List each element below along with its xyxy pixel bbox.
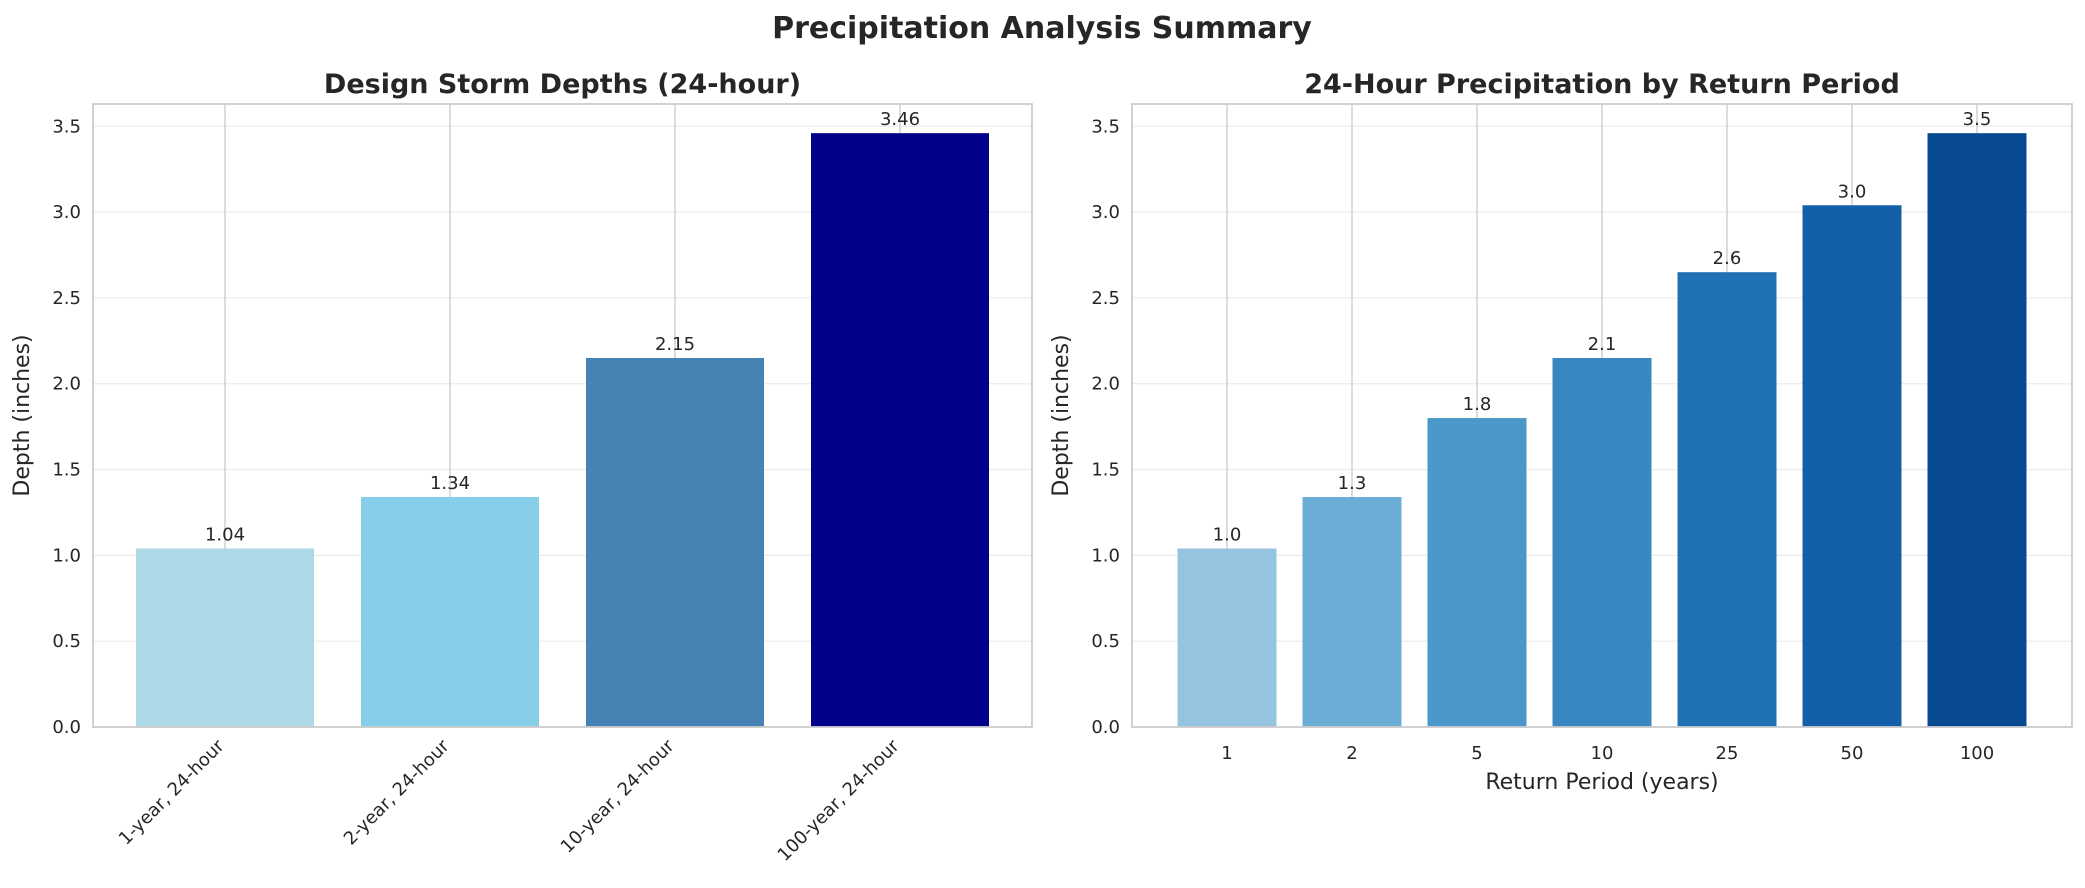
bar xyxy=(361,497,539,727)
bar xyxy=(1552,358,1652,727)
bar xyxy=(1427,418,1527,727)
y-tick-label: 3.0 xyxy=(1091,202,1120,223)
bar-value-label: 3.5 xyxy=(1963,109,1992,130)
bar-value-label: 3.0 xyxy=(1838,181,1867,202)
bar-value-label: 1.04 xyxy=(205,525,245,546)
y-tick-label: 3.5 xyxy=(52,116,81,137)
y-tick-label: 0.0 xyxy=(1091,717,1120,738)
bar xyxy=(1302,497,1402,727)
bar xyxy=(1177,548,1277,727)
bar-value-label: 2.6 xyxy=(1713,248,1742,269)
bar xyxy=(136,548,314,727)
y-tick-label: 1.5 xyxy=(1091,460,1120,481)
x-tick-label: 100 xyxy=(1960,743,1994,764)
bar xyxy=(811,133,989,727)
x-tick-label: 1-year, 24-hour xyxy=(115,735,229,849)
x-axis-label: Return Period (years) xyxy=(1485,770,1718,795)
y-axis-label: Depth (inches) xyxy=(1049,334,1074,496)
x-tick-label: 25 xyxy=(1716,743,1739,764)
bar-value-label: 2.15 xyxy=(655,334,695,355)
x-tick-label: 50 xyxy=(1841,743,1864,764)
y-tick-label: 1.0 xyxy=(52,545,81,566)
design-storm-depths-chart: 1.04 1.34 2.15 3.46 0.0 0.5 1.0 1.5 2.0 2.5 3.0 3.5… xyxy=(10,69,1033,866)
bar-value-label: 2.1 xyxy=(1588,334,1617,355)
return-period-chart: 1.0 1.3 1.8 2.1 2.6 3.0 3.5 0.0 0.5 1.0 1.5 2.0 2.5 3… xyxy=(1049,69,2073,795)
chart-title: Design Storm Depths (24-hour) xyxy=(324,69,801,100)
bar xyxy=(1927,133,2027,727)
x-tick-label: 100-year, 24-hour xyxy=(774,735,904,865)
x-tick-label: 10-year, 24-hour xyxy=(557,735,679,857)
y-tick-label: 2.5 xyxy=(1091,288,1120,309)
y-tick-label: 1.0 xyxy=(1091,545,1120,566)
bar-value-label: 1.8 xyxy=(1463,394,1492,415)
y-tick-label: 2.5 xyxy=(52,288,81,309)
bar xyxy=(1802,205,1902,727)
x-tick-label: 2 xyxy=(1346,743,1357,764)
chart-title: 24-Hour Precipitation by Return Period xyxy=(1304,69,1900,100)
bar-value-label: 1.34 xyxy=(430,473,470,494)
x-tick-label: 10 xyxy=(1591,743,1614,764)
x-tick-label: 5 xyxy=(1471,743,1482,764)
y-tick-label: 1.5 xyxy=(52,460,81,481)
y-tick-label: 3.0 xyxy=(52,202,81,223)
y-tick-label: 0.5 xyxy=(1091,631,1120,652)
y-tick-label: 2.0 xyxy=(52,374,81,395)
x-tick-label: 2-year, 24-hour xyxy=(340,735,454,849)
x-tick-label: 1 xyxy=(1221,743,1232,764)
y-tick-label: 2.0 xyxy=(1091,374,1120,395)
bar-value-label: 1.3 xyxy=(1338,473,1367,494)
y-tick-label: 3.5 xyxy=(1091,116,1120,137)
bar xyxy=(1677,272,1777,727)
bar-value-label: 3.46 xyxy=(880,109,920,130)
y-axis-label: Depth (inches) xyxy=(10,334,35,496)
plot-frame xyxy=(1131,103,2073,728)
figure-title: Precipitation Analysis Summary xyxy=(772,11,1312,46)
plot-frame xyxy=(92,103,1033,728)
bar-value-label: 1.0 xyxy=(1213,525,1242,546)
y-tick-label: 0.5 xyxy=(52,631,81,652)
y-tick-label: 0.0 xyxy=(52,717,81,738)
bar xyxy=(586,358,764,727)
